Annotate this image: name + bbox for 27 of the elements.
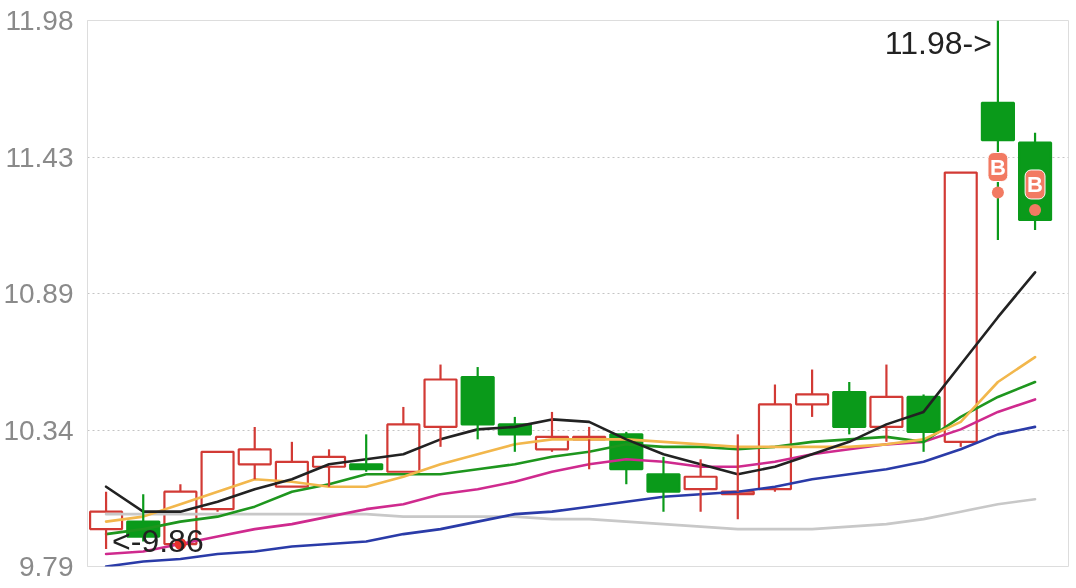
candlestick: [720, 433, 755, 521]
candlestick: [460, 365, 495, 441]
candlestick: [646, 455, 681, 513]
candlestick: [349, 433, 384, 473]
candlestick: [572, 425, 607, 471]
annotation: 11.98->: [884, 24, 992, 61]
candlestick: [906, 393, 941, 453]
data-label: B: [989, 154, 1006, 180]
candlestick: [795, 368, 830, 419]
line-series: [104, 425, 1037, 567]
data-label: B: [1027, 171, 1043, 197]
candlestick: [423, 363, 458, 448]
candlestick: [869, 363, 904, 443]
line-series: [104, 271, 1037, 513]
y-tick-label: 9.79: [19, 551, 74, 582]
candlestick: [683, 458, 718, 513]
y-tick-label: 10.89: [3, 278, 74, 309]
line-series: [104, 398, 1037, 556]
point: [991, 186, 1004, 199]
candlestick: [534, 410, 570, 453]
candlestick: [757, 383, 793, 493]
y-tick-label: 11.98: [5, 5, 74, 36]
point: [1029, 203, 1042, 216]
y-tick-label: 11.43: [5, 141, 74, 173]
candlestick: [311, 448, 347, 488]
y-tick-label: 10.34: [3, 414, 74, 446]
candlestick: [237, 425, 272, 481]
